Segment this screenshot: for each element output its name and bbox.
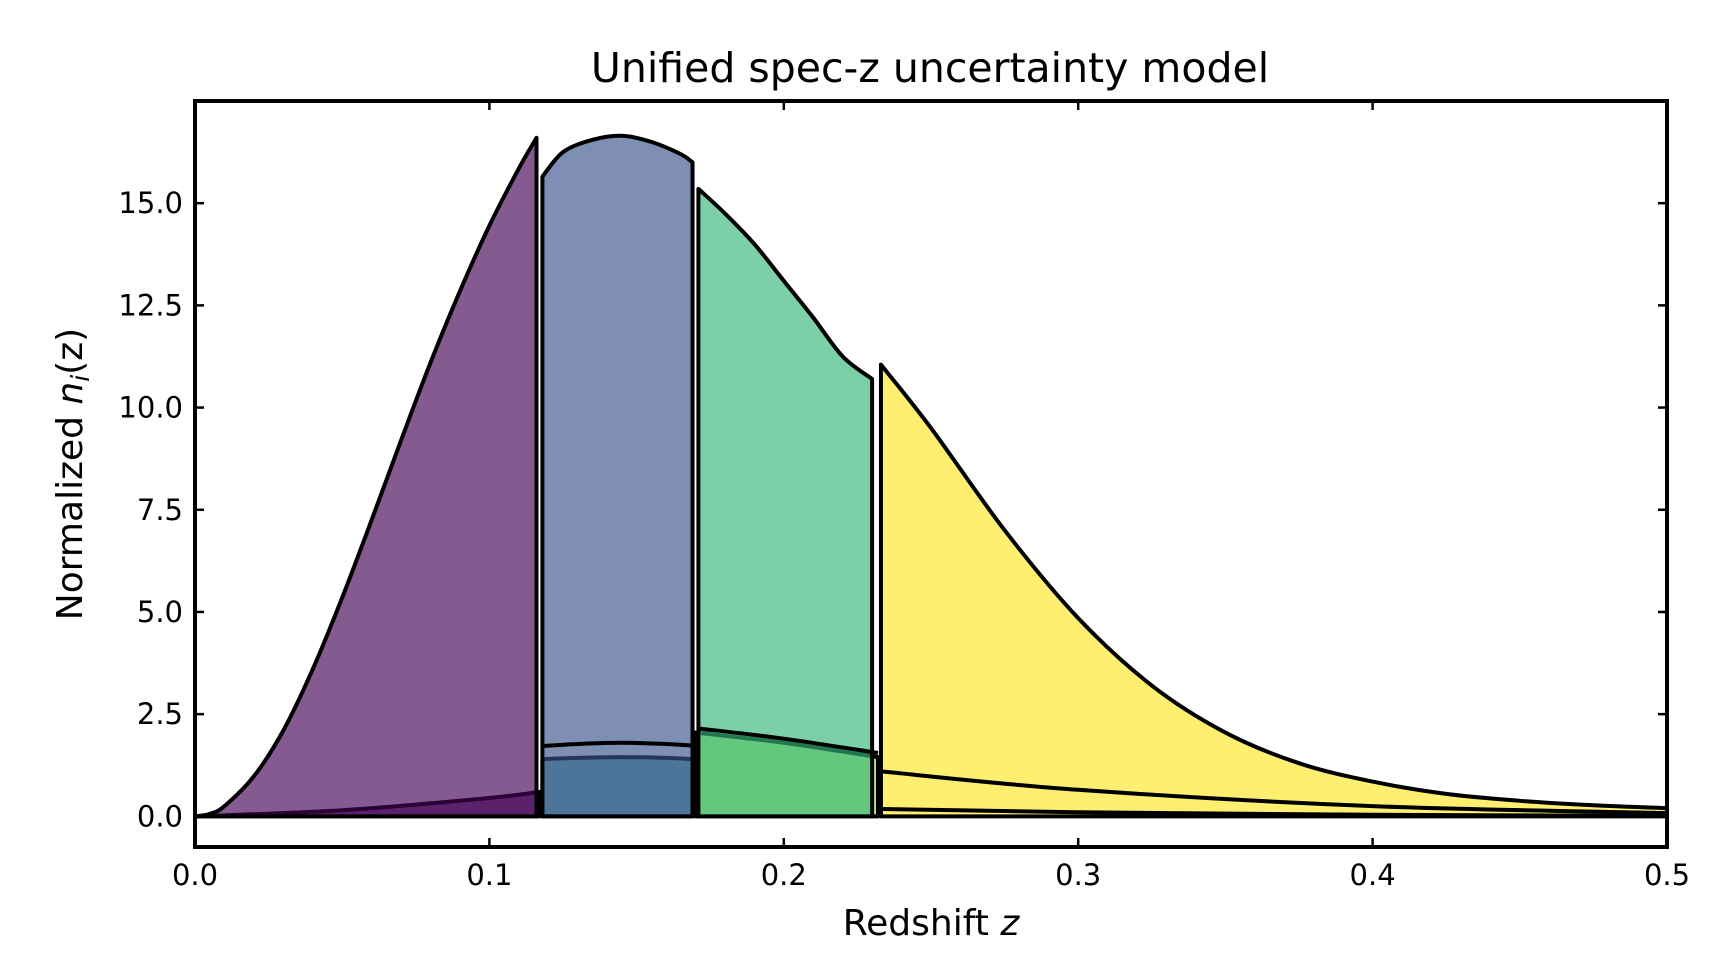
y-axis-label-sub: i: [66, 375, 95, 382]
y-tick-label: 7.5: [137, 493, 183, 527]
series-tail-line-3: [880, 769, 1668, 816]
y-axis-label-n: n: [50, 382, 91, 405]
y-axis-label-prefix: Normalized: [50, 405, 91, 621]
x-tick-label: 0.3: [1055, 858, 1101, 892]
x-tick-label: 0.4: [1350, 858, 1396, 892]
series-tail-line-4: [880, 806, 1668, 818]
y-tick-label: 2.5: [137, 697, 183, 731]
series-area-4: [540, 133, 695, 819]
series-area-6: [696, 186, 875, 819]
x-tick-label: 0.1: [466, 858, 512, 892]
x-axis-label-variable: z: [999, 903, 1020, 944]
x-axis: 0.0 0.1 0.2 0.3 0.4 0.5: [172, 101, 1690, 892]
series-layer: [193, 133, 1669, 819]
series-tail-line-2: [698, 726, 879, 755]
x-axis-label: Redshift z: [843, 903, 1021, 944]
x-tick-label: 0.0: [172, 858, 218, 892]
y-tick-label: 0.0: [137, 799, 183, 833]
y-axis-label-arg: (z): [50, 328, 91, 375]
y-tick-label: 15.0: [118, 186, 183, 220]
y-tick-label: 5.0: [137, 595, 183, 629]
x-axis-label-prefix: Redshift: [843, 903, 1001, 944]
chart-title: Unified spec-z uncertainty model: [591, 44, 1269, 92]
x-tick-label: 0.5: [1644, 858, 1690, 892]
series-area-2: [193, 135, 539, 819]
y-axis: 0.0 2.5 5.0 7.5 10.0 12.5 15.0: [118, 186, 1667, 833]
plot-frame: [193, 99, 1669, 849]
series-tail-line-1: [542, 740, 693, 749]
y-axis-label: Normalized ni(z): [50, 328, 95, 620]
y-tick-label: 12.5: [118, 288, 183, 322]
series-area-7: [878, 362, 1669, 819]
x-tick-label: 0.2: [761, 858, 807, 892]
y-tick-label: 10.0: [118, 391, 183, 425]
